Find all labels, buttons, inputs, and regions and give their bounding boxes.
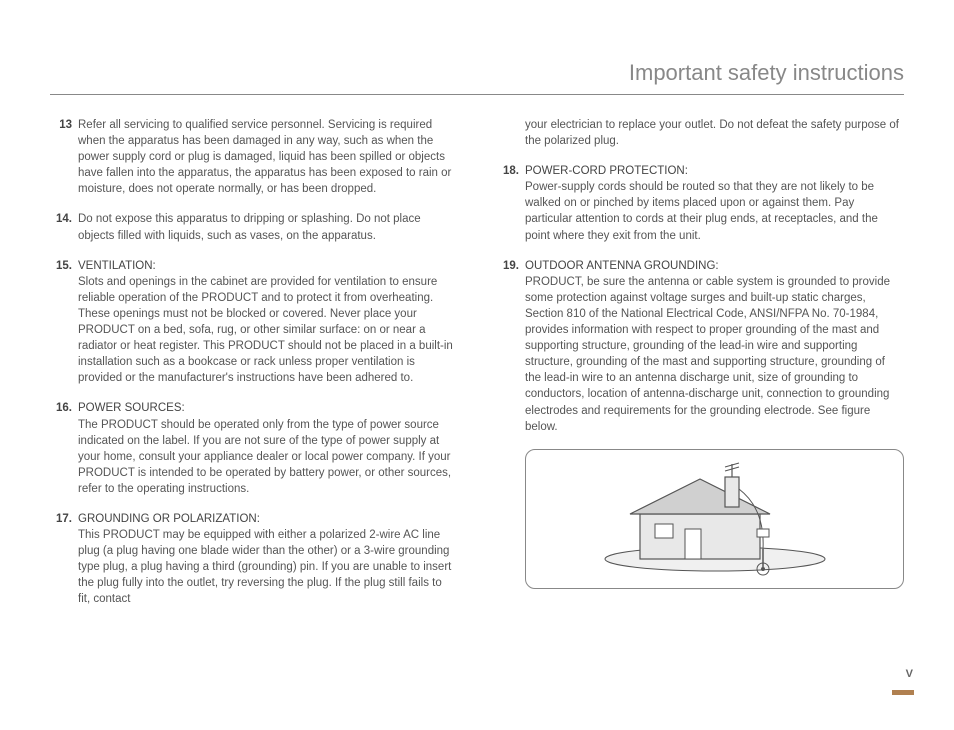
instruction-item: 16.POWER SOURCES:The PRODUCT should be o… (50, 400, 457, 497)
item-title: GROUNDING OR POLARIZATION: (78, 511, 457, 527)
item-body: your electrician to replace your outlet.… (525, 117, 904, 149)
right-column: your electrician to replace your outlet.… (497, 117, 904, 622)
item-text: PRODUCT, be sure the antenna or cable sy… (525, 274, 904, 435)
item-text: This PRODUCT may be equipped with either… (78, 527, 457, 607)
item-text: Refer all servicing to qualified service… (78, 117, 457, 197)
item-text: Power-supply cords should be routed so t… (525, 179, 904, 243)
instruction-item: 18.POWER-CORD PROTECTION:Power-supply co… (497, 163, 904, 243)
item-body: OUTDOOR ANTENNA GROUNDING:PRODUCT, be su… (525, 258, 904, 435)
instruction-item: 15.VENTILATION:Slots and openings in the… (50, 258, 457, 387)
item-number: 19. (497, 258, 525, 435)
grounding-figure (525, 449, 904, 589)
page-number: V (906, 668, 914, 680)
instruction-item: 14.Do not expose this apparatus to dripp… (50, 211, 457, 243)
page-marker (892, 690, 914, 695)
item-text: your electrician to replace your outlet.… (525, 117, 904, 149)
content-columns: 13Refer all servicing to qualified servi… (50, 117, 904, 622)
item-body: Do not expose this apparatus to dripping… (78, 211, 457, 243)
item-text: Slots and openings in the cabinet are pr… (78, 274, 457, 387)
page-title: Important safety instructions (629, 60, 904, 85)
item-title: VENTILATION: (78, 258, 457, 274)
item-body: VENTILATION:Slots and openings in the ca… (78, 258, 457, 387)
item-body: POWER-CORD PROTECTION:Power-supply cords… (525, 163, 904, 243)
instruction-item: your electrician to replace your outlet.… (497, 117, 904, 149)
item-number (497, 117, 525, 149)
item-text: Do not expose this apparatus to dripping… (78, 211, 457, 243)
instruction-item: 13Refer all servicing to qualified servi… (50, 117, 457, 197)
item-title: OUTDOOR ANTENNA GROUNDING: (525, 258, 904, 274)
item-number: 13 (50, 117, 78, 197)
item-title: POWER SOURCES: (78, 400, 457, 416)
item-text: The PRODUCT should be operated only from… (78, 417, 457, 497)
item-number: 17. (50, 511, 78, 608)
left-column: 13Refer all servicing to qualified servi… (50, 117, 457, 622)
instruction-item: 17.GROUNDING OR POLARIZATION:This PRODUC… (50, 511, 457, 608)
item-number: 16. (50, 400, 78, 497)
item-body: Refer all servicing to qualified service… (78, 117, 457, 197)
instruction-item: 19.OUTDOOR ANTENNA GROUNDING:PRODUCT, be… (497, 258, 904, 435)
item-number: 15. (50, 258, 78, 387)
page-header: Important safety instructions (50, 60, 904, 95)
item-number: 18. (497, 163, 525, 243)
house-diagram-icon (585, 459, 845, 579)
item-title: POWER-CORD PROTECTION: (525, 163, 904, 179)
item-number: 14. (50, 211, 78, 243)
item-body: POWER SOURCES:The PRODUCT should be oper… (78, 400, 457, 497)
item-body: GROUNDING OR POLARIZATION:This PRODUCT m… (78, 511, 457, 608)
